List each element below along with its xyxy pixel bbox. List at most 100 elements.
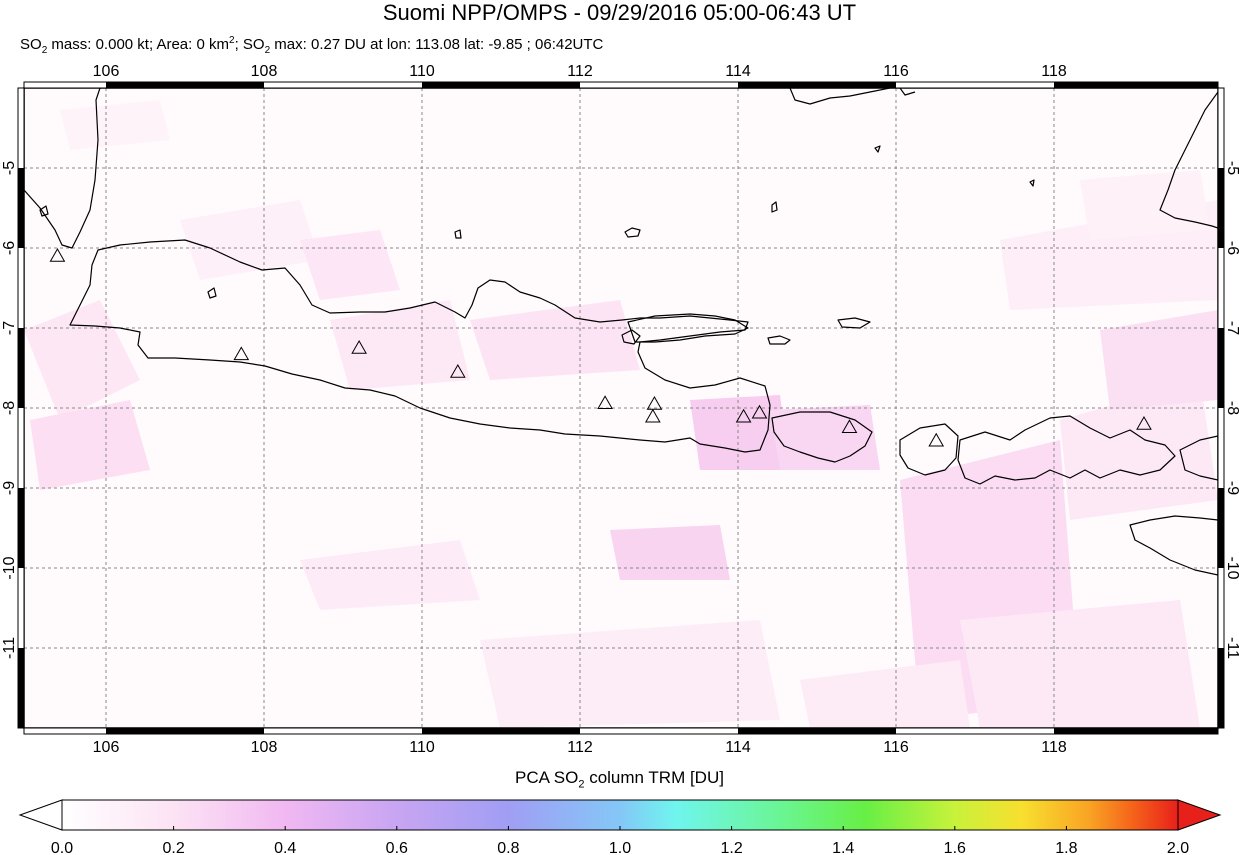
sumba-coast <box>1129 515 1218 576</box>
java-coast <box>69 239 771 453</box>
colorbar-label-1.0: 1.0 <box>609 840 631 855</box>
islet-i <box>454 229 462 239</box>
islet-d <box>207 287 217 299</box>
volcano-marker-2 <box>351 339 367 354</box>
lon-label-top-112: 112 <box>567 63 593 80</box>
so2-label: SO <box>20 36 42 53</box>
volcano-marker-1 <box>233 346 250 361</box>
lat-label-left-8: -8 <box>1 401 18 415</box>
lat-labels-left: -5 -6 -7 -8 -9 -10 -11 <box>1 161 18 659</box>
lat-label-right-8: -8 <box>1224 401 1239 415</box>
islet-c <box>837 317 871 329</box>
separator-so2: ; SO <box>234 36 265 53</box>
islet-e <box>621 329 641 345</box>
lon-label-top-116: 116 <box>883 63 909 80</box>
lon-label-top-114: 114 <box>725 63 751 80</box>
coastlines <box>24 88 1218 576</box>
top-scale-bar <box>23 81 1219 89</box>
colorbar-label-0.4: 0.4 <box>274 840 296 855</box>
colorbar-label-0.8: 0.8 <box>497 840 519 855</box>
lon-label-bottom-116: 116 <box>883 739 909 756</box>
sulawesi-coast <box>1159 91 1218 229</box>
lat-label-left-6: -6 <box>1 241 18 255</box>
colorbar-title-prefix: PCA SO <box>515 768 579 787</box>
right-scale-bar <box>1217 87 1225 729</box>
madura-coast <box>627 313 749 343</box>
lat-label-left-9: -9 <box>1 481 18 495</box>
lon-label-bottom-118: 118 <box>1041 739 1067 756</box>
islet-f <box>874 145 881 153</box>
lat-label-right-10: -10 <box>1224 556 1239 579</box>
colorbar-title-subscript: 2 <box>578 778 585 791</box>
colorbar-label-1.4: 1.4 <box>832 840 854 855</box>
lat-label-left-7: -7 <box>1 321 18 335</box>
lon-labels-top: 106 108 110 112 114 116 118 <box>93 63 1067 80</box>
colorbar-label-1.2: 1.2 <box>720 840 742 855</box>
graticule <box>24 88 1218 728</box>
islet-b <box>767 335 791 345</box>
lon-label-top-106: 106 <box>93 63 120 80</box>
volcano-marker-3 <box>449 363 466 378</box>
lat-label-left-11: -11 <box>1 637 18 659</box>
colorbar-min-arrow <box>18 799 63 831</box>
left-scale-bar <box>17 87 25 729</box>
borneo-coast <box>789 88 916 105</box>
lat-label-right-7: -7 <box>1224 321 1239 335</box>
map-title: Suomi NPP/OMPS - 09/29/2016 05:00-06:43 … <box>382 0 857 25</box>
bottom-scale-bar <box>23 727 1219 735</box>
lon-labels-bottom: 106 108 110 112 114 116 118 <box>93 739 1067 756</box>
lat-label-right-5: -5 <box>1224 161 1239 175</box>
lon-label-bottom-106: 106 <box>93 739 120 756</box>
colorbar-label-2.0: 2.0 <box>1167 840 1189 855</box>
lon-label-top-110: 110 <box>409 63 435 80</box>
flores-coast <box>1179 435 1218 481</box>
lon-label-bottom-112: 112 <box>567 739 593 756</box>
islet-h <box>771 201 778 213</box>
lat-label-left-5: -5 <box>1 161 18 175</box>
lat-label-right-6: -6 <box>1224 241 1239 255</box>
lon-label-bottom-108: 108 <box>251 739 278 756</box>
colorbar-ticks <box>61 826 1179 830</box>
islet-g <box>1029 179 1035 187</box>
colorbar-label-0.0: 0.0 <box>51 840 73 855</box>
volcano-marker-9 <box>841 419 858 433</box>
volcano-marker-6 <box>644 408 661 423</box>
volcano-markers <box>49 247 1152 447</box>
colorbar: 0.0 0.2 0.4 0.6 0.8 1.0 1.2 1.4 1.6 1.8 … <box>18 799 1222 855</box>
lon-label-top-118: 118 <box>1041 63 1067 80</box>
lon-label-bottom-110: 110 <box>409 739 435 756</box>
lat-label-left-10: -10 <box>1 556 18 579</box>
colorbar-max-arrow <box>1177 799 1222 831</box>
sumbawa-coast <box>957 415 1176 485</box>
max-location-text: max: 0.27 DU at lon: 113.08 lat: -9.85 ;… <box>270 36 604 53</box>
colorbar-label-1.8: 1.8 <box>1055 840 1077 855</box>
sumatra-coast <box>24 88 101 249</box>
lon-label-bottom-114: 114 <box>725 739 751 756</box>
colorbar-label-0.6: 0.6 <box>386 840 408 855</box>
colorbar-label-1.6: 1.6 <box>944 840 966 855</box>
volcano-marker-8 <box>751 404 768 419</box>
volcano-marker-4 <box>597 395 613 409</box>
volcano-marker-11 <box>1136 415 1152 430</box>
lat-label-right-9: -9 <box>1224 481 1239 495</box>
volcano-marker-7 <box>735 408 752 423</box>
colorbar-gradient <box>61 799 1179 831</box>
lon-label-top-108: 108 <box>251 63 278 80</box>
km2-superscript: 2 <box>229 35 235 46</box>
lombok-coast <box>899 423 959 476</box>
islet-j <box>39 205 49 217</box>
so2-pixel-layer <box>24 100 1218 728</box>
bali-coast <box>771 411 873 463</box>
lat-label-right-11: -11 <box>1224 637 1239 659</box>
lat-labels-right: -5 -6 -7 -8 -9 -10 -11 <box>1224 161 1239 659</box>
colorbar-label-0.2: 0.2 <box>162 840 184 855</box>
so2-subscript-2: 2 <box>264 45 271 56</box>
so2-summary: SO2 mass: 0.000 kt; Area: 0 km2; SO2 max… <box>20 35 603 56</box>
so2-subscript: 2 <box>41 45 48 56</box>
islet-a <box>624 227 641 238</box>
colorbar-title: PCA SO2 column TRM [DU] <box>0 768 1239 790</box>
volcano-marker-0 <box>49 247 66 262</box>
volcano-marker-10 <box>928 432 945 447</box>
volcano-marker-5 <box>646 395 663 410</box>
